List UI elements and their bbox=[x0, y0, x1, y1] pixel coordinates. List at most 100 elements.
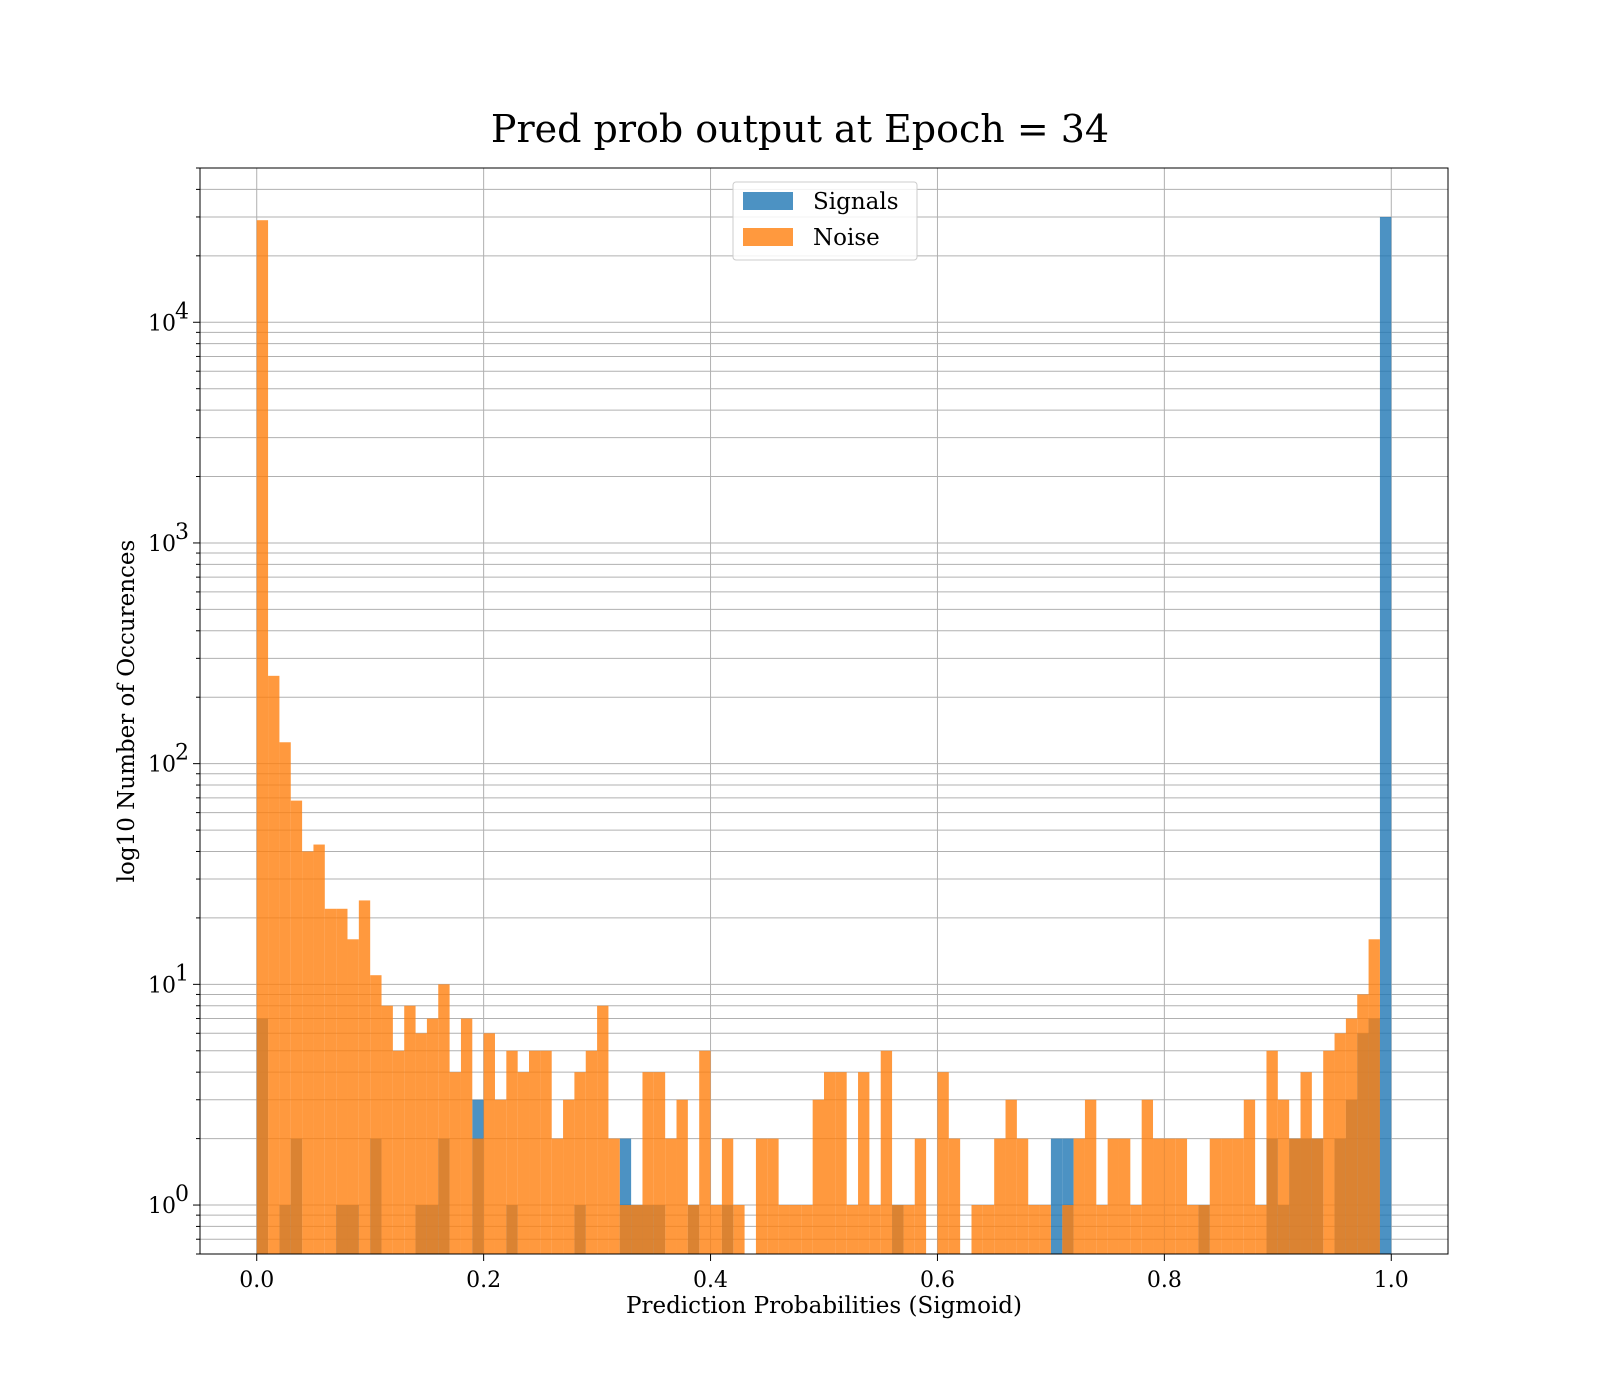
bar-noise bbox=[483, 1033, 495, 1254]
bar-noise bbox=[1084, 1099, 1097, 1254]
bar-noise bbox=[574, 1072, 586, 1254]
bar-noise bbox=[789, 1205, 802, 1254]
legend-swatch-noise bbox=[743, 228, 793, 246]
legend: Signals Noise bbox=[732, 181, 918, 261]
bar-noise bbox=[858, 1072, 870, 1254]
bar-noise bbox=[347, 939, 359, 1254]
bar-noise bbox=[426, 1018, 439, 1254]
bar-noise bbox=[1266, 1050, 1278, 1254]
bar-noise bbox=[1368, 939, 1380, 1254]
bar-noise bbox=[653, 1072, 666, 1254]
y-tick-label: 10 bbox=[148, 973, 176, 998]
bar-noise bbox=[903, 1205, 915, 1254]
bar-noise bbox=[494, 1099, 507, 1254]
bar-noise bbox=[1311, 1138, 1324, 1254]
bar-noise bbox=[585, 1050, 598, 1254]
bar-signals bbox=[1050, 1138, 1063, 1254]
bar-noise bbox=[880, 1050, 893, 1254]
bar-noise bbox=[1130, 1205, 1142, 1254]
bar-noise bbox=[1062, 1205, 1074, 1254]
bar-noise bbox=[1243, 1099, 1256, 1254]
bar-signals bbox=[1379, 216, 1392, 1254]
bar-noise bbox=[1357, 994, 1369, 1254]
bar-noise bbox=[1153, 1138, 1165, 1254]
bar-noise bbox=[676, 1099, 688, 1254]
bar-noise bbox=[914, 1138, 927, 1254]
bar-noise bbox=[721, 1138, 734, 1254]
bar-noise bbox=[1164, 1138, 1176, 1254]
x-tick-label: 0.6 bbox=[920, 1268, 955, 1293]
y-tick-exponent: 1 bbox=[175, 961, 189, 986]
bar-noise bbox=[540, 1050, 552, 1254]
x-tick-label: 1.0 bbox=[1374, 1268, 1409, 1293]
bar-noise bbox=[563, 1099, 575, 1254]
bar-noise bbox=[268, 675, 280, 1254]
bar-noise bbox=[937, 1072, 949, 1254]
chart-title: Pred prob output at Epoch = 34 bbox=[491, 107, 1109, 151]
bar-noise bbox=[812, 1099, 824, 1254]
bar-noise bbox=[415, 1033, 427, 1254]
y-tick-exponent: 3 bbox=[175, 520, 189, 545]
bar-noise bbox=[1005, 1099, 1017, 1254]
bar-noise bbox=[1028, 1205, 1040, 1254]
bar-noise bbox=[1096, 1205, 1108, 1254]
bar-noise bbox=[1255, 1205, 1267, 1254]
bar-signals bbox=[619, 1138, 632, 1254]
y-tick-label: 10 bbox=[148, 532, 176, 557]
y-tick-label: 10 bbox=[148, 753, 176, 778]
bar-noise bbox=[619, 1205, 632, 1254]
legend-swatch-signals bbox=[743, 192, 793, 210]
bar-noise bbox=[1187, 1205, 1199, 1254]
bar-noise bbox=[801, 1205, 813, 1254]
bar-noise bbox=[1073, 1138, 1085, 1254]
bar-noise bbox=[982, 1205, 995, 1254]
bar-noise bbox=[290, 800, 303, 1254]
bar-noise bbox=[699, 1050, 711, 1254]
bar-noise bbox=[642, 1072, 654, 1254]
bar-noise bbox=[733, 1205, 745, 1254]
legend-label-signals: Signals bbox=[813, 189, 899, 215]
y-tick-exponent: 2 bbox=[175, 741, 189, 766]
bar-noise bbox=[597, 1005, 609, 1254]
bar-noise bbox=[971, 1205, 983, 1254]
bar-signals bbox=[1062, 1138, 1074, 1254]
bar-noise bbox=[1016, 1138, 1029, 1254]
bar-noise bbox=[529, 1050, 541, 1254]
bar-noise bbox=[1039, 1205, 1051, 1254]
bar-noise bbox=[438, 984, 450, 1254]
bar-noise bbox=[892, 1205, 904, 1254]
bar-noise bbox=[313, 844, 325, 1254]
x-axis-label: Prediction Probabilities (Sigmoid) bbox=[626, 1293, 1022, 1319]
bar-noise bbox=[551, 1138, 564, 1254]
bar-noise bbox=[767, 1138, 779, 1254]
bar-noise bbox=[1334, 1033, 1346, 1254]
bar-noise bbox=[506, 1050, 518, 1254]
bar-noise bbox=[994, 1138, 1006, 1254]
y-axis-label: log10 Number of Occurences bbox=[114, 540, 140, 883]
bar-noise bbox=[1107, 1138, 1119, 1254]
y-tick-exponent: 0 bbox=[175, 1182, 189, 1207]
bar-noise bbox=[1345, 1018, 1358, 1254]
y-tick-label: 10 bbox=[148, 311, 176, 336]
bar-noise bbox=[336, 908, 348, 1254]
bar-noise bbox=[755, 1138, 768, 1254]
bar-noise bbox=[256, 220, 269, 1255]
bar-noise bbox=[392, 1050, 405, 1254]
bar-noise bbox=[948, 1138, 961, 1254]
bar-noise bbox=[279, 742, 291, 1254]
bar-noise bbox=[370, 975, 382, 1254]
bar-noise bbox=[631, 1205, 643, 1254]
bar-noise bbox=[778, 1205, 790, 1254]
bar-noise bbox=[381, 1005, 393, 1254]
x-tick-label: 0.2 bbox=[466, 1268, 501, 1293]
bar-noise bbox=[1221, 1138, 1233, 1254]
x-tick-label: 0.0 bbox=[239, 1268, 274, 1293]
bar-noise bbox=[835, 1072, 847, 1254]
bar-noise bbox=[608, 1138, 620, 1254]
series-noise bbox=[256, 220, 1380, 1255]
y-tick-exponent: 4 bbox=[175, 299, 189, 324]
histogram-bars bbox=[256, 216, 1392, 1255]
